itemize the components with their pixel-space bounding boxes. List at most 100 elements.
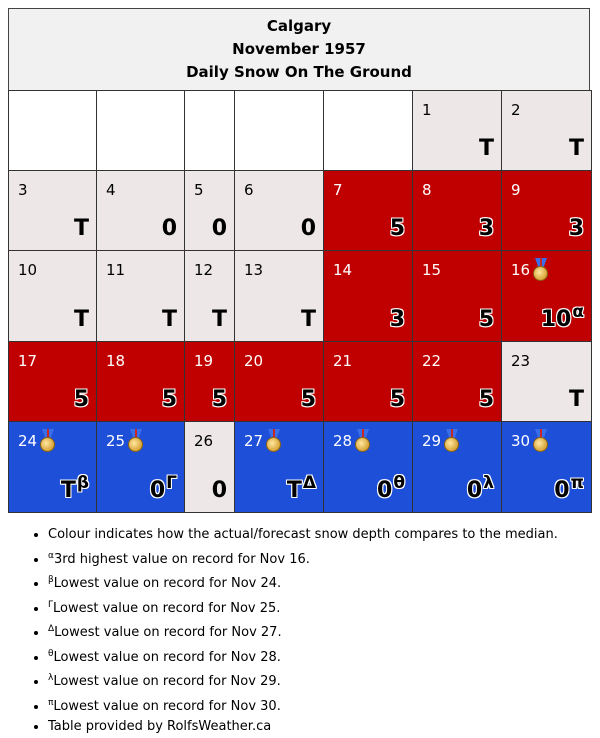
record-marker: θ xyxy=(393,473,405,493)
snow-depth-value: T xyxy=(478,136,494,161)
day-number: 6 xyxy=(244,181,254,199)
snow-depth-value: 5 xyxy=(478,387,494,412)
footnote-marker: Δ xyxy=(48,624,55,634)
footnote-text: Lowest value on record for Nov 25. xyxy=(53,600,281,616)
footnote-marker: α xyxy=(48,550,54,561)
medal-icon xyxy=(442,429,462,453)
snow-depth-value: 5 xyxy=(161,387,177,412)
record-marker: Δ xyxy=(302,473,316,493)
snow-depth-value: 5 xyxy=(211,387,227,412)
day-cell-22: 22 5 xyxy=(412,341,502,422)
day-cell-28: 28 0θ xyxy=(323,421,413,513)
day-number: 5 xyxy=(194,181,204,199)
snow-depth-value: T xyxy=(300,307,316,332)
medal-icon xyxy=(38,429,58,453)
empty-cell xyxy=(8,90,97,171)
day-number: 25 xyxy=(106,432,126,450)
footnotes-list: Colour indicates how the actual/forecast… xyxy=(28,525,600,738)
day-number: 22 xyxy=(422,352,442,370)
footnote-text: Lowest value on record for Nov 30. xyxy=(53,698,281,714)
day-cell-10: 10 T xyxy=(8,250,97,342)
footnote-item: θLowest value on record for Nov 28. xyxy=(48,644,600,669)
medal-icon xyxy=(126,429,146,453)
chart-subtitle: Daily Snow On The Ground xyxy=(186,63,412,81)
day-cell-12: 12 T xyxy=(184,250,235,342)
snow-depth-value: 5 xyxy=(73,387,89,412)
snow-depth-value: 0 xyxy=(161,216,177,241)
medal-icon xyxy=(531,258,551,282)
snow-depth-value: 5 xyxy=(389,387,405,412)
day-number: 8 xyxy=(422,181,432,199)
day-number: 9 xyxy=(511,181,521,199)
snow-depth-value: 5 xyxy=(478,307,494,332)
record-marker: π xyxy=(570,473,584,493)
footnote-text: Table provided by RolfsWeather.ca xyxy=(48,719,272,734)
snow-depth-value: 0 xyxy=(211,216,227,241)
snow-depth-value: 5 xyxy=(389,216,405,241)
day-number: 15 xyxy=(422,261,442,279)
day-cell-25: 25 0Γ xyxy=(96,421,185,513)
day-number: 21 xyxy=(333,352,353,370)
snow-depth-value: T xyxy=(73,307,89,332)
day-number: 4 xyxy=(106,181,116,199)
day-number: 30 xyxy=(511,432,531,450)
day-number: 11 xyxy=(106,261,126,279)
day-number: 12 xyxy=(194,261,214,279)
snow-depth-value: 0θ xyxy=(377,473,405,503)
footnote-text: Lowest value on record for Nov 27. xyxy=(54,625,282,640)
medal-icon xyxy=(353,429,373,453)
snow-depth-value: 0λ xyxy=(466,473,494,503)
day-number: 3 xyxy=(18,181,28,199)
snow-depth-value: 3 xyxy=(478,216,494,241)
snow-depth-value: T xyxy=(568,136,584,161)
footnote-text: Lowest value on record for Nov 24. xyxy=(53,576,282,591)
day-number: 24 xyxy=(18,432,38,450)
day-cell-23: 23 T xyxy=(501,341,592,422)
snow-depth-value: 0π xyxy=(554,473,584,503)
day-number: 7 xyxy=(333,181,343,199)
footnote-marker: β xyxy=(48,575,54,585)
day-cell-17: 17 5 xyxy=(8,341,97,422)
medal-icon xyxy=(264,429,284,453)
day-cell-14: 14 3 xyxy=(323,250,413,342)
snow-depth-value: T xyxy=(568,387,584,412)
snow-depth-value: 0 xyxy=(211,478,227,503)
record-marker: α xyxy=(572,302,584,322)
empty-cell xyxy=(96,90,185,171)
month-title: November 1957 xyxy=(232,40,366,58)
day-cell-27: 27 TΔ xyxy=(234,421,324,513)
footnote-item: ΔLowest value on record for Nov 27. xyxy=(48,619,600,644)
day-cell-16: 16 10α xyxy=(501,250,592,342)
footnote-item: ΓLowest value on record for Nov 25. xyxy=(48,595,600,620)
day-cell-20: 20 5 xyxy=(234,341,324,422)
day-number: 1 xyxy=(422,101,432,119)
snow-depth-value: 0 xyxy=(300,216,316,241)
day-cell-11: 11 T xyxy=(96,250,185,342)
day-cell-24: 24 Tβ xyxy=(8,421,97,513)
record-marker: λ xyxy=(483,473,494,493)
day-number: 27 xyxy=(244,432,264,450)
city-title: Calgary xyxy=(266,17,332,35)
record-marker: β xyxy=(76,473,89,493)
day-cell-21: 21 5 xyxy=(323,341,413,422)
snow-depth-value: TΔ xyxy=(286,473,316,503)
snow-depth-value: Tβ xyxy=(60,473,89,503)
day-cell-19: 19 5 xyxy=(184,341,235,422)
snow-depth-value: 3 xyxy=(568,216,584,241)
footnote-marker: π xyxy=(48,697,54,708)
day-cell-30: 30 0π xyxy=(501,421,592,513)
day-number: 17 xyxy=(18,352,38,370)
day-number: 29 xyxy=(422,432,442,450)
day-cell-13: 13 T xyxy=(234,250,324,342)
footnote-marker: θ xyxy=(48,648,54,659)
day-cell-26: 26 0 xyxy=(184,421,235,513)
day-number: 13 xyxy=(244,261,264,279)
day-number: 19 xyxy=(194,352,214,370)
day-cell-15: 15 5 xyxy=(412,250,502,342)
